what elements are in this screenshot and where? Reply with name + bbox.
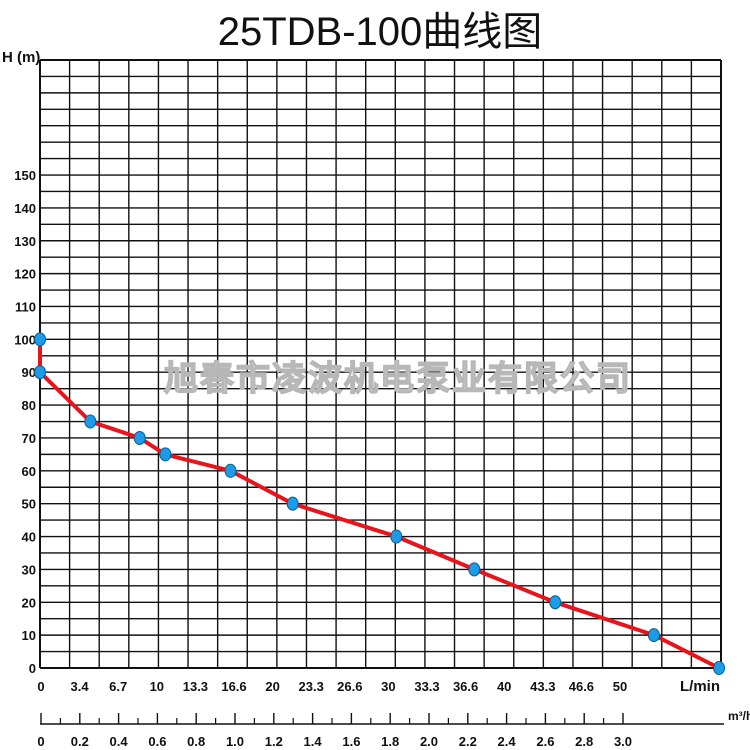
y-tick-label: 110	[15, 299, 36, 314]
x-tick-label: 46.6	[569, 679, 594, 694]
y-tick-label: 20	[22, 595, 36, 610]
chart-grid	[39, 59, 722, 669]
x-tick-label: 43.3	[530, 679, 555, 694]
y-tick-label: 50	[22, 497, 36, 512]
y-tick-label: 60	[22, 464, 36, 479]
x2-axis-label: m³/h	[728, 709, 750, 723]
data-point	[286, 496, 299, 511]
data-point	[468, 562, 481, 577]
y-tick-label: 150	[14, 168, 36, 183]
series-curve	[34, 332, 726, 675]
x2-tick-label: 0	[37, 734, 44, 749]
x-tick-label: 26.6	[337, 679, 362, 694]
y-tick-label: 130	[14, 234, 36, 249]
x-tick-label: 16.6	[221, 679, 246, 694]
x-tick-label: 3.4	[71, 679, 90, 694]
data-point	[713, 661, 726, 675]
x-tick-label: 0	[37, 679, 44, 694]
data-point	[34, 332, 46, 347]
data-point	[647, 628, 660, 643]
x2-tick-label: 0.6	[148, 734, 166, 749]
x-tick-label: 36.6	[453, 679, 478, 694]
x-tick-label: 33.3	[414, 679, 439, 694]
x2-tick-label: 2.2	[459, 734, 477, 749]
x2-tick-label: 1.6	[342, 734, 360, 749]
x2-tick-label: 0.2	[71, 734, 89, 749]
data-point	[224, 463, 237, 478]
x-tick-label: 6.7	[109, 679, 127, 694]
x-tick-label: 13.3	[183, 679, 208, 694]
x-tick-label: 23.3	[299, 679, 324, 694]
data-point	[133, 430, 146, 445]
y-tick-label: 90	[22, 365, 36, 380]
y-tick-label: 70	[22, 431, 36, 446]
x-tick-label: 10	[150, 679, 164, 694]
data-point	[84, 414, 97, 429]
chart-title: 25TDB-100曲线图	[218, 10, 543, 54]
y-tick-label: 40	[22, 530, 36, 545]
series-line	[38, 337, 721, 670]
y-tick-label: 80	[22, 398, 36, 413]
x2-tick-label: 1.8	[381, 734, 399, 749]
x2-tick-label: 0.8	[187, 734, 205, 749]
x2-tick-label: 3.0	[614, 734, 632, 749]
y-tick-label: 100	[14, 332, 36, 347]
y-tick-label: 30	[22, 562, 36, 577]
flow-m3h-axis: 0 0.2 0.4 0.6 0.8 1.0 1.2 1.4 1.6 1.8 2.0 2.2 2.4 2.6…	[37, 713, 724, 749]
y-tick-label: 140	[14, 201, 36, 216]
x-tick-label: 40	[497, 679, 511, 694]
x-axis-label: L/min	[680, 678, 720, 695]
y-tick-label: 120	[14, 267, 36, 282]
x-tick-label: 30	[381, 679, 395, 694]
y-tick-labels: 0 10 20 30 40 50 60 70 80 90 100 110 120 130 140 150	[14, 168, 36, 676]
x2-tick-label: 2.6	[536, 734, 554, 749]
y-axis-label: H (m)	[2, 49, 40, 66]
x2-tick-label: 1.2	[265, 734, 283, 749]
x-tick-label: 20	[265, 679, 279, 694]
x-tick-labels: 0 3.4 6.7 10 13.3 16.6 20 23.3 26.6 30 33.3 36.6 40 4…	[37, 679, 627, 694]
x2-tick-label: 2.8	[575, 734, 593, 749]
x2-tick-label: 1.0	[226, 734, 244, 749]
data-point	[159, 447, 172, 462]
x2-tick-label: 1.4	[304, 734, 323, 749]
data-point	[549, 595, 562, 610]
data-point	[34, 365, 46, 380]
x-tick-label: 50	[613, 679, 627, 694]
x2-tick-label: 0.4	[110, 734, 129, 749]
x2-tick-label: 2.4	[498, 734, 517, 749]
data-point	[390, 529, 403, 544]
x2-tick-label: 2.0	[420, 734, 438, 749]
y-tick-label: 10	[22, 628, 36, 643]
y-tick-label: 0	[29, 661, 36, 676]
company-watermark: 旭春市凌波机电泵业有限公司	[164, 359, 632, 399]
